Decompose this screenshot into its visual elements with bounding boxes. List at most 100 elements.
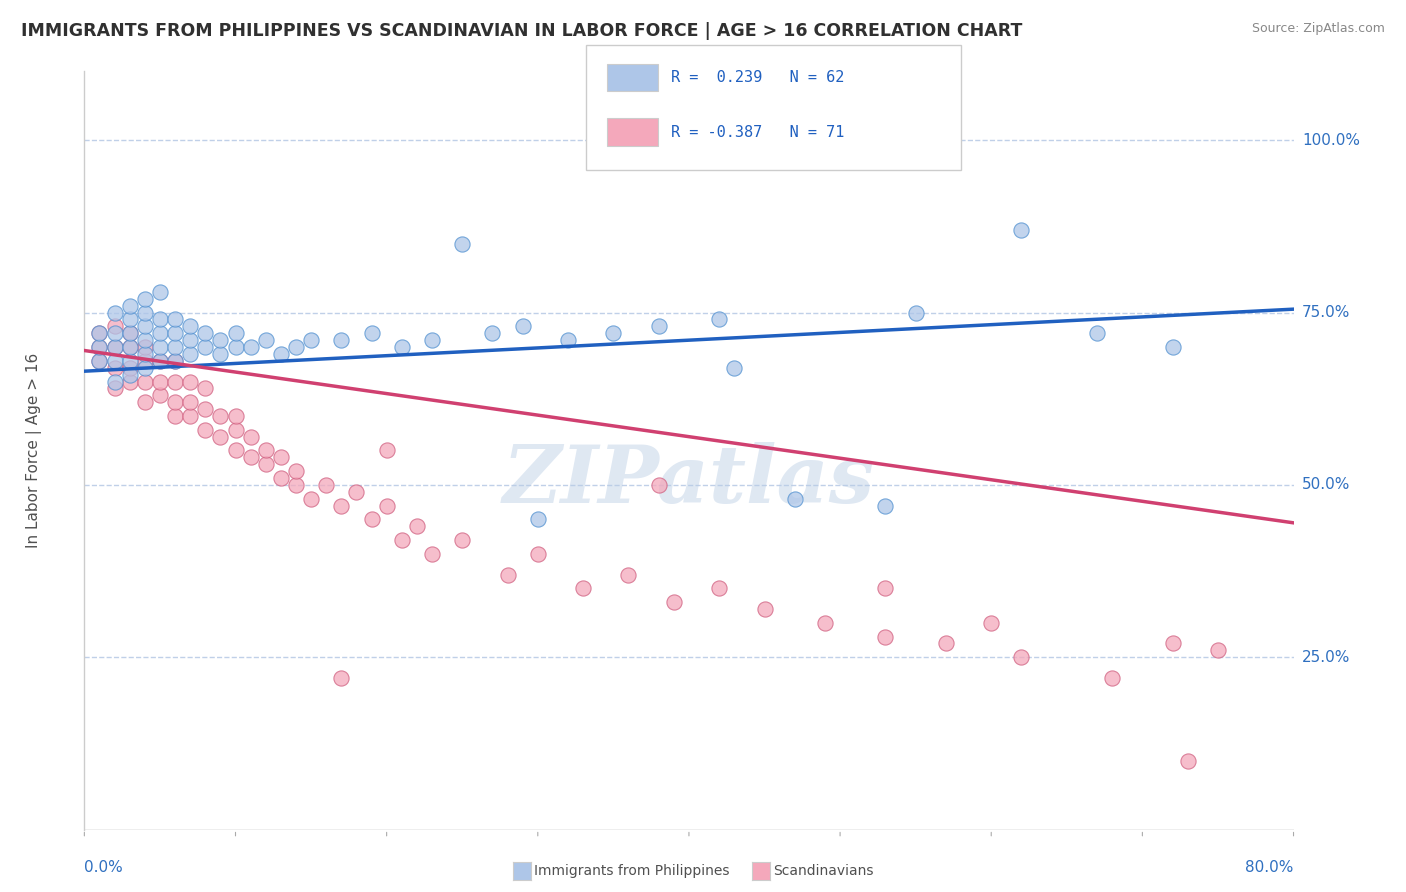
Point (118, 340, 141, 354)
Text: 80.0%: 80.0% (1246, 860, 1294, 875)
Point (118, 326, 141, 341)
Point (814, 615, 837, 630)
Point (1161, 340, 1184, 354)
Point (194, 326, 217, 341)
Point (875, 630, 897, 644)
Point (225, 423, 247, 437)
Point (496, 567, 519, 582)
Point (194, 402, 217, 417)
Point (225, 409, 247, 423)
Point (89, 354, 111, 368)
Point (134, 395, 156, 409)
Point (118, 368, 141, 382)
Point (330, 333, 353, 347)
Point (104, 360, 127, 375)
Point (165, 340, 187, 354)
Point (134, 347, 156, 361)
Text: 75.0%: 75.0% (1302, 305, 1350, 320)
Point (165, 312, 187, 326)
Point (209, 347, 232, 361)
Point (165, 375, 187, 389)
Point (134, 319, 156, 334)
FancyBboxPatch shape (607, 64, 658, 91)
Point (360, 326, 382, 341)
Point (420, 547, 443, 561)
Point (451, 236, 474, 251)
Point (346, 484, 368, 499)
Point (104, 340, 127, 354)
Point (239, 450, 262, 465)
Point (451, 533, 474, 547)
Point (1101, 671, 1123, 685)
Point (149, 285, 172, 299)
Point (572, 582, 595, 596)
Point (254, 333, 277, 347)
Point (254, 443, 277, 458)
Point (134, 354, 156, 368)
Point (481, 326, 503, 341)
Point (194, 340, 217, 354)
Point (225, 326, 247, 341)
Point (118, 340, 141, 354)
Point (134, 305, 156, 319)
Text: R = -0.387   N = 71: R = -0.387 N = 71 (671, 125, 844, 139)
Point (420, 333, 443, 347)
Point (527, 547, 550, 561)
Point (391, 340, 413, 354)
Text: Scandinavians: Scandinavians (773, 863, 873, 878)
Text: IMMIGRANTS FROM PHILIPPINES VS SCANDINAVIAN IN LABOR FORCE | AGE > 16 CORRELATIO: IMMIGRANTS FROM PHILIPPINES VS SCANDINAV… (21, 22, 1022, 40)
Point (662, 595, 685, 609)
Point (134, 360, 156, 375)
Point (179, 347, 201, 361)
Point (239, 430, 262, 444)
FancyBboxPatch shape (586, 45, 962, 170)
Point (118, 326, 141, 341)
Point (239, 340, 262, 354)
Point (194, 423, 217, 437)
Point (209, 430, 232, 444)
Point (104, 340, 127, 354)
Text: 0.0%: 0.0% (84, 860, 124, 875)
Point (1161, 636, 1184, 650)
Point (648, 478, 671, 492)
Point (118, 312, 141, 326)
Point (299, 491, 322, 506)
Point (149, 326, 172, 341)
Point (225, 443, 247, 458)
Point (709, 312, 731, 326)
Point (118, 375, 141, 389)
Point (904, 305, 927, 319)
Point (1011, 223, 1033, 237)
Point (149, 354, 172, 368)
Point (875, 499, 897, 513)
Point (270, 450, 292, 465)
Point (165, 409, 187, 423)
Text: 25.0%: 25.0% (1302, 649, 1350, 665)
Point (179, 409, 201, 423)
Point (1085, 326, 1108, 341)
Point (134, 292, 156, 306)
Point (89, 340, 111, 354)
Point (225, 340, 247, 354)
Point (375, 443, 398, 458)
Point (375, 499, 398, 513)
Point (179, 375, 201, 389)
Point (527, 512, 550, 526)
Point (104, 305, 127, 319)
Point (89, 354, 111, 368)
Point (179, 319, 201, 334)
Point (557, 333, 579, 347)
Point (104, 354, 127, 368)
Point (149, 354, 172, 368)
Point (285, 340, 308, 354)
Point (1011, 650, 1033, 665)
Point (723, 360, 745, 375)
Point (1177, 754, 1199, 768)
Point (165, 326, 187, 341)
Point (179, 395, 201, 409)
Point (406, 519, 429, 533)
Point (89, 340, 111, 354)
Point (165, 395, 187, 409)
Point (512, 319, 534, 334)
Point (118, 360, 141, 375)
